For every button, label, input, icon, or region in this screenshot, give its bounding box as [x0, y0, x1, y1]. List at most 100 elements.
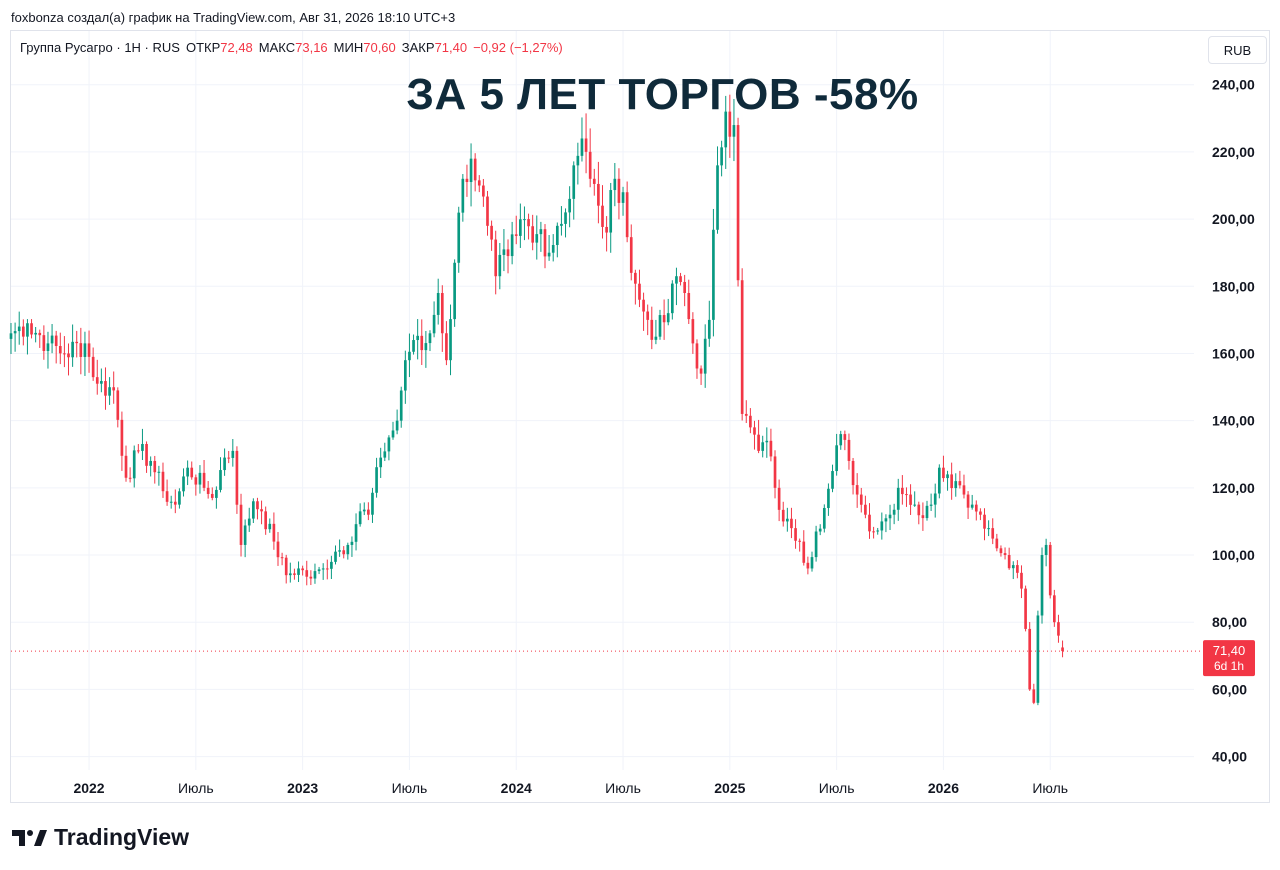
- candle-body: [634, 272, 637, 284]
- candle-body: [297, 568, 300, 575]
- candle-body: [933, 493, 937, 505]
- candle-body: [654, 336, 658, 340]
- candle-body: [173, 501, 177, 505]
- candle-body: [1044, 544, 1048, 556]
- candle-body: [440, 293, 444, 334]
- candle-body: [551, 245, 555, 253]
- candle-body: [375, 467, 378, 493]
- candle-body: [17, 326, 21, 332]
- candle-body: [847, 439, 851, 461]
- candle-body: [161, 471, 165, 492]
- candle-body: [798, 540, 802, 542]
- candle-body: [909, 494, 912, 505]
- candle-body: [54, 335, 58, 347]
- candle-body: [683, 281, 686, 294]
- candle-body: [822, 507, 826, 529]
- candle-body: [983, 514, 986, 529]
- candle-body: [145, 443, 148, 466]
- candle-body: [995, 538, 999, 549]
- candle-body: [974, 504, 978, 512]
- candle-body: [555, 225, 559, 246]
- candle-body: [301, 568, 304, 571]
- candle-body: [979, 511, 982, 515]
- candle-body: [371, 492, 374, 515]
- candle-body: [362, 509, 366, 512]
- candle-body: [178, 491, 181, 505]
- candle-body: [494, 239, 498, 277]
- candle-body: [732, 125, 736, 137]
- candle-body: [453, 262, 456, 320]
- candle-body: [321, 568, 325, 570]
- candle-body: [868, 514, 871, 532]
- candle-body: [288, 573, 292, 576]
- candle-body: [202, 472, 206, 488]
- candle-body: [580, 138, 584, 156]
- candle-body: [523, 219, 526, 221]
- candle-body: [231, 450, 235, 458]
- candle-body: [720, 147, 723, 166]
- candle-body: [765, 440, 769, 443]
- candle-body: [1003, 553, 1007, 556]
- candle-body: [716, 165, 719, 230]
- chart-panel[interactable]: [10, 30, 1270, 803]
- candle-body: [182, 476, 185, 492]
- candle-body: [243, 525, 247, 545]
- ohlc-legend: Группа Русагро · 1Н · RUS ОТКР72,48 МАКС…: [20, 40, 563, 55]
- candle-body: [662, 315, 666, 323]
- candle-body: [921, 515, 925, 519]
- candle-body: [367, 509, 370, 515]
- candle-body: [510, 234, 514, 257]
- candle-body: [884, 518, 888, 522]
- candle-body: [482, 185, 485, 197]
- candle-body: [391, 430, 395, 438]
- candle-body: [810, 557, 814, 569]
- candle-body: [502, 249, 506, 255]
- candle-body: [473, 158, 477, 181]
- candle-body: [572, 165, 576, 199]
- candle-body: [527, 219, 530, 227]
- candle-body: [601, 205, 604, 227]
- candle-body: [531, 226, 535, 243]
- candle-body: [769, 440, 773, 457]
- candle-body: [95, 377, 99, 384]
- candle-body: [403, 360, 407, 391]
- candle-body: [50, 335, 54, 344]
- symbol-label[interactable]: Группа Русагро · 1Н · RUS: [20, 40, 180, 55]
- candle-body: [946, 474, 949, 479]
- candle-body: [749, 415, 752, 428]
- candle-body: [535, 234, 539, 243]
- candle-body: [436, 293, 440, 315]
- candle-body: [901, 487, 904, 495]
- candle-body: [666, 313, 670, 323]
- currency-button[interactable]: RUB: [1208, 36, 1267, 64]
- candle-body: [1048, 544, 1052, 596]
- candle-body: [646, 311, 650, 320]
- candle-body: [486, 196, 489, 226]
- candle-body: [313, 571, 317, 579]
- candle-body: [966, 494, 970, 508]
- candle-body: [913, 504, 917, 506]
- candle-body: [1061, 647, 1064, 652]
- candle-body: [58, 346, 62, 354]
- candle-body: [564, 212, 567, 224]
- candle-body: [896, 487, 900, 510]
- candle-body: [206, 487, 210, 494]
- candle-body: [194, 477, 198, 485]
- candle-body: [675, 276, 678, 284]
- candle-body: [802, 541, 806, 563]
- candle-body: [864, 504, 867, 515]
- candle-body: [712, 229, 715, 320]
- candle-body: [839, 434, 843, 446]
- candle-body: [67, 353, 70, 358]
- candle-body: [223, 457, 226, 471]
- y-axis-tick-label: 120,00: [1212, 480, 1255, 496]
- candle-body: [260, 509, 263, 512]
- tradingview-logo[interactable]: TradingView: [12, 824, 189, 851]
- candle-body: [141, 443, 144, 451]
- y-axis-tick-label: 160,00: [1212, 345, 1255, 361]
- candle-body: [268, 523, 272, 530]
- candle-body: [457, 212, 461, 263]
- x-axis-tick-label: Июль: [605, 780, 641, 796]
- headline-text: ЗА 5 ЛЕТ ТОРГОВ -58%: [406, 70, 919, 119]
